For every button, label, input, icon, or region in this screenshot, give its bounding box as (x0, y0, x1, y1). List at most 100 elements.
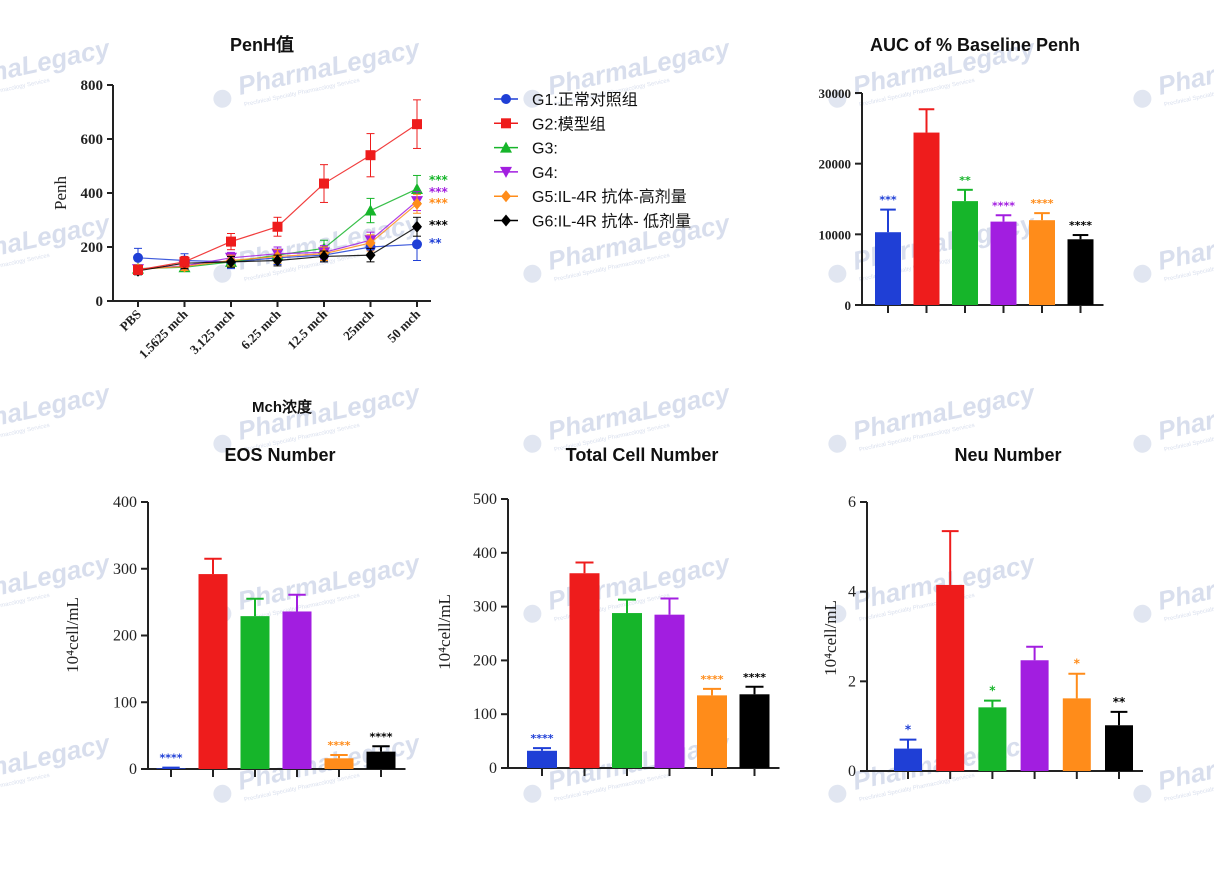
eos-bar-g2 (198, 574, 228, 769)
eos-significance-stars: **** (327, 739, 350, 752)
legend-marker-g1 (501, 94, 511, 104)
penh-y-axis-label: Penh (51, 176, 70, 211)
neu-significance-stars: * (905, 723, 912, 737)
total-significance-stars: **** (743, 671, 766, 684)
total-y-tick-label: 100 (473, 706, 497, 723)
watermark-logo-mark (523, 434, 542, 453)
penh-legend: G1:正常对照组 G2:模型组 G3: G4: G5:IL-4R 抗体-高剂量 G6:IL… (494, 91, 691, 231)
watermark-logo-mark (828, 784, 847, 803)
penh-data-point (412, 197, 422, 210)
total-bar-g3 (612, 613, 642, 768)
penh-series-g2 (133, 99, 422, 275)
legend-marker-g6 (501, 214, 511, 227)
eos-significance-stars: **** (159, 752, 182, 765)
penh-x-tick-label: 50 mch (384, 306, 423, 345)
penh-y-tick-label: 800 (81, 78, 104, 94)
penh-data-point (365, 236, 376, 249)
neu-chart-title: Neu Number (954, 445, 1061, 465)
eos-bar-chart: EOS Number 10⁴cell/mL 0 100 200 300 400 **** *… (63, 445, 406, 778)
penh-data-point (272, 254, 283, 267)
legend-label-g3: G3: (532, 141, 558, 158)
watermark-text: PharmaLegacy (1155, 548, 1214, 616)
neu-bar-g6 (1105, 725, 1133, 771)
watermark-text: PharmaLegacy (850, 378, 1039, 446)
eos-y-tick-label: 200 (113, 628, 137, 645)
penh-significance-stars: *** (429, 185, 449, 199)
auc-significance-stars: **** (1069, 219, 1092, 232)
auc-y-tick-label: 20000 (819, 157, 852, 172)
watermark-logo-mark (213, 264, 232, 283)
penh-significance-stars: *** (429, 173, 449, 187)
auc-significance-stars: **** (1030, 197, 1053, 210)
eos-bar-g5 (324, 758, 354, 769)
watermark-text: PharmaLegacy (1155, 208, 1214, 276)
watermark-text: PharmaLegacy (1155, 378, 1214, 446)
penh-series-g6 (133, 216, 422, 277)
penh-series-layer: ************** (132, 99, 449, 277)
watermark-logo-mark (523, 784, 542, 803)
watermark-logo-mark (1133, 434, 1152, 453)
penh-data-point (319, 250, 329, 263)
watermark-logo-mark (1133, 264, 1152, 283)
neu-significance-stars: * (989, 684, 996, 698)
watermark-logo-mark (828, 434, 847, 453)
total-y-tick-label: 200 (473, 652, 497, 669)
penh-data-point (319, 178, 329, 189)
neu-significance-stars: ** (1113, 695, 1126, 709)
total-bar-g6 (739, 694, 770, 768)
penh-data-point (133, 252, 143, 263)
legend-label-g6: G6:IL-4R 抗体- 低剂量 (532, 213, 691, 231)
total-bar-g5 (697, 695, 727, 768)
penh-x-tick-label: 1.5625 mch (136, 306, 192, 362)
penh-data-point (133, 264, 143, 275)
auc-y-tick-label: 30000 (819, 86, 852, 101)
neu-bar-g3 (978, 707, 1007, 771)
penh-data-point (365, 150, 376, 161)
neu-y-tick-label: 6 (848, 494, 856, 511)
penh-x-axis-label: Mch浓度 (252, 398, 313, 416)
neu-significance-stars: * (1074, 657, 1081, 671)
penh-significance-stars: *** (429, 218, 449, 232)
watermark-logo-mark (1133, 89, 1152, 108)
eos-y-tick-label: 0 (129, 761, 137, 778)
penh-data-point (364, 204, 377, 216)
eos-y-axis-label: 10⁴cell/mL (63, 597, 82, 673)
penh-data-point (412, 220, 422, 233)
penh-significance-stars: ** (429, 236, 442, 250)
penh-significance-stars: *** (429, 196, 449, 210)
total-y-tick-label: 0 (489, 760, 497, 777)
neu-y-tick-label: 2 (848, 673, 856, 690)
neu-bar-g2 (936, 584, 965, 771)
watermark-text: PharmaLegacy (1155, 728, 1214, 796)
watermark-logo-mark (828, 264, 847, 283)
neu-bar-g1 (894, 748, 922, 771)
eos-y-tick-label: 100 (113, 694, 137, 711)
penh-y-tick-label: 200 (81, 240, 104, 256)
penh-x-tick-label: 12.5 mch (284, 306, 330, 352)
auc-bar-g1 (875, 232, 901, 305)
watermark-logo-mark (523, 604, 542, 623)
auc-significance-stars: **** (992, 199, 1015, 212)
watermark-logo-mark (213, 89, 232, 108)
watermark-logo-mark (828, 89, 847, 108)
total-significance-stars: **** (530, 732, 553, 745)
auc-bar-g3 (952, 201, 978, 305)
legend-label-g2: G2:模型组 (532, 115, 606, 133)
watermark-logo-mark (1133, 604, 1152, 623)
penh-x-tick-label: 25mch (340, 306, 377, 343)
penh-data-point (179, 256, 190, 267)
penh-data-point (226, 236, 236, 247)
total-plot-area: 0 100 200 300 400 500 **** **** **** (473, 491, 780, 777)
auc-bar-chart: AUC of % Baseline Penh 0 10000 20000 30000 *… (819, 35, 1104, 313)
total-cell-bar-chart: Total Cell Number 10⁴cell/mL 0 100 200 300 4… (435, 445, 780, 777)
watermark-text: PharmaLegacy (545, 33, 734, 101)
total-bar-g2 (569, 573, 600, 768)
eos-plot-area: 0 100 200 300 400 **** **** **** (113, 494, 406, 778)
total-y-tick-label: 400 (473, 545, 497, 562)
auc-y-tick-label: 10000 (819, 227, 852, 242)
penh-y-tick-label: 600 (81, 132, 104, 148)
eos-y-tick-label: 300 (113, 561, 137, 578)
